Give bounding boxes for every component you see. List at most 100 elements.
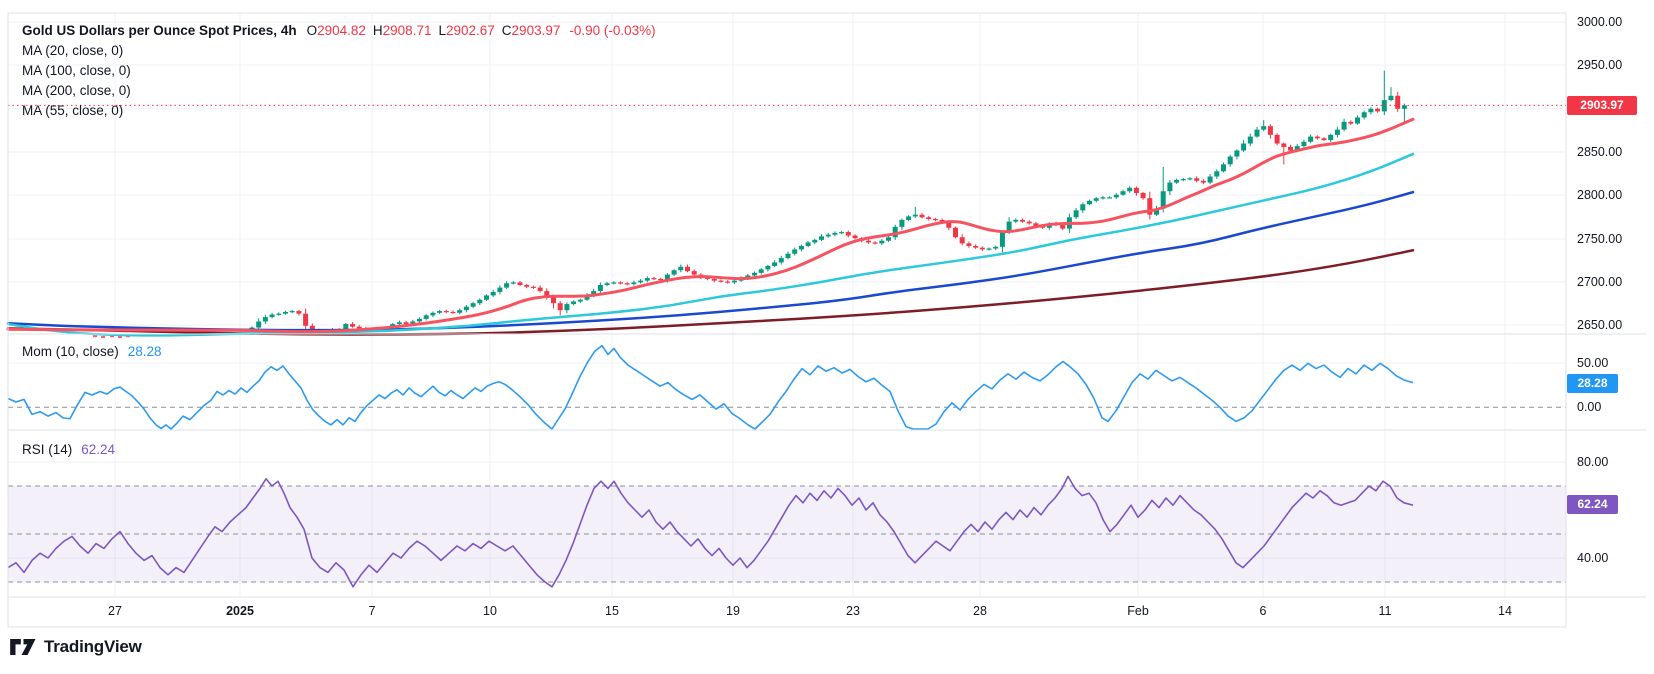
- candle-body: [544, 291, 550, 298]
- candle-body: [262, 317, 268, 322]
- price-axis-label: 2800.00: [1577, 188, 1623, 202]
- time-axis-label: 15: [605, 604, 619, 618]
- price-change: -0.90 (-0.03%): [569, 23, 656, 38]
- ma100-line: [6, 190, 1415, 332]
- candle-body: [631, 282, 637, 285]
- candle-body: [1361, 112, 1367, 118]
- candle-body: [611, 282, 617, 284]
- candle-body: [644, 278, 650, 281]
- candle-body: [283, 311, 288, 314]
- candle-body: [1334, 129, 1340, 135]
- candle-body: [745, 275, 751, 279]
- rsi-line: [7, 475, 1414, 588]
- gridlines: [8, 13, 1566, 597]
- rsi-label: RSI (14): [22, 442, 73, 457]
- candle-body: [1267, 126, 1273, 135]
- candle-body: [932, 219, 938, 221]
- candle-body: [1261, 126, 1267, 130]
- rsi-legend[interactable]: RSI (14) 62.24: [22, 442, 115, 457]
- candle-body: [1147, 198, 1153, 215]
- symbol-legend-row[interactable]: Gold US Dollars per Ounce Spot Prices, 4…: [22, 21, 656, 41]
- candle-body: [999, 232, 1005, 247]
- candle-body: [886, 237, 891, 241]
- momentum-label: Mom (10, close): [22, 344, 119, 359]
- price-axis-label: 3000.00: [1577, 15, 1623, 29]
- candle-body: [557, 303, 563, 311]
- candle-body: [658, 278, 664, 281]
- legend-ma100[interactable]: MA (100, close, 0): [22, 63, 131, 78]
- momentum-value: 28.28: [127, 344, 162, 359]
- candle-body: [852, 235, 858, 239]
- candle-body: [1133, 187, 1139, 193]
- candle-body: [725, 281, 731, 283]
- candle-body: [276, 313, 282, 315]
- legend-ma20[interactable]: MA (20, close, 0): [22, 43, 124, 58]
- candle-body: [946, 221, 952, 228]
- candle-body: [1180, 179, 1186, 181]
- candle-body: [1026, 221, 1032, 224]
- candle-body: [638, 280, 644, 283]
- candle-body: [993, 246, 999, 249]
- candle-body: [651, 278, 657, 280]
- ohlc-close: C2903.97: [501, 23, 561, 38]
- candle-body: [1381, 100, 1387, 112]
- candle-body: [819, 236, 824, 240]
- candle-body: [296, 311, 302, 314]
- last-price-badge: 2903.97: [1567, 96, 1637, 115]
- candle-body: [1281, 143, 1287, 147]
- candle-body: [403, 322, 409, 325]
- candle-body: [551, 297, 556, 304]
- candle-body: [892, 226, 898, 238]
- candle-body: [1194, 178, 1200, 181]
- time-axis-label: 27: [108, 604, 122, 618]
- price-axis-label: 2700.00: [1577, 275, 1623, 289]
- candle-body: [477, 299, 483, 304]
- candle-body: [839, 232, 845, 234]
- ma20-line: [6, 117, 1415, 334]
- candle-body: [711, 278, 717, 281]
- momentum-badge: 28.28: [1567, 374, 1618, 393]
- legend-ma200[interactable]: MA (200, close, 0): [22, 83, 131, 98]
- candle-body: [591, 291, 597, 296]
- candle-body: [457, 310, 463, 313]
- symbol-title: Gold US Dollars per Ounce Spot Prices, 4…: [22, 23, 297, 38]
- ma200-line: [6, 249, 1415, 336]
- candle-body: [289, 311, 295, 313]
- dashed-levels: [8, 406, 1566, 583]
- candle-body: [356, 326, 362, 329]
- price-axis-label: 2650.00: [1577, 318, 1623, 332]
- candle-body: [618, 282, 623, 284]
- candle-body: [1006, 221, 1012, 233]
- candle-body: [966, 243, 972, 246]
- candle-body: [1294, 146, 1300, 151]
- ma55-line: [6, 152, 1415, 337]
- momentum-legend[interactable]: Mom (10, close) 28.28: [22, 344, 162, 359]
- tradingview-logo[interactable]: TradingView: [10, 637, 142, 657]
- momentum-axis-label: 50.00: [1577, 356, 1609, 370]
- candles-layer: [249, 70, 1407, 335]
- time-axis-label: 10: [483, 604, 497, 618]
- candle-body: [1120, 191, 1126, 195]
- candle-body: [1214, 171, 1220, 177]
- candle-body: [584, 295, 590, 300]
- rsi-badge: 62.24: [1567, 495, 1618, 514]
- candle-body: [1020, 219, 1025, 222]
- candle-body: [685, 266, 690, 272]
- candle-body: [597, 285, 603, 292]
- candle-body: [865, 240, 871, 243]
- momentum-line: [7, 344, 1414, 430]
- ohlc-low: L2902.67: [438, 23, 495, 38]
- candle-body: [953, 227, 958, 238]
- candle-body: [1087, 200, 1092, 205]
- candle-body: [778, 258, 784, 263]
- candle-body: [832, 232, 838, 235]
- legend-ma55[interactable]: MA (55, close, 0): [22, 103, 124, 118]
- rsi-axis-label: 80.00: [1577, 455, 1609, 469]
- momentum-axis-label: 0.00: [1577, 400, 1602, 414]
- candle-body: [1341, 121, 1347, 130]
- candle-body: [979, 247, 985, 250]
- candle-body: [1274, 134, 1280, 144]
- candle-body: [1234, 150, 1240, 157]
